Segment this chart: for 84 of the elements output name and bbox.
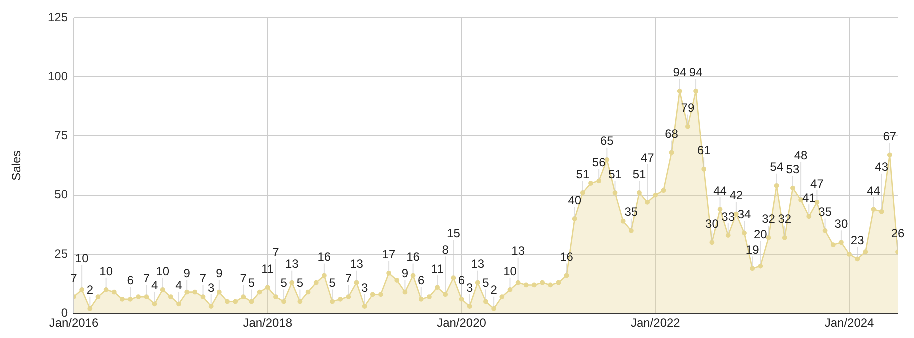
y-tick-label: 125 (48, 10, 68, 24)
x-tick-label: Jan/2024 (824, 316, 875, 330)
data-label: 9 (184, 266, 191, 281)
data-label: 35 (818, 205, 832, 220)
data-label: 15 (447, 226, 461, 240)
y-tick-label: 100 (48, 69, 68, 84)
data-label: 4 (151, 278, 158, 292)
data-label: 6 (127, 274, 134, 288)
data-label: 16 (406, 250, 420, 264)
data-label: 68 (665, 127, 679, 142)
y-tick-label: 50 (54, 188, 68, 202)
data-label: 35 (624, 205, 638, 220)
x-tick-label: Jan/2022 (630, 316, 681, 330)
data-label: 10 (504, 264, 518, 278)
data-label: 10 (75, 251, 90, 266)
data-label: 30 (834, 216, 848, 231)
data-label: 20 (754, 228, 768, 242)
data-label: 26 (891, 226, 905, 240)
data-label: 23 (850, 234, 865, 248)
data-label: 5 (296, 276, 304, 290)
data-label: 11 (262, 262, 274, 276)
data-label: 19 (746, 242, 760, 257)
data-label: 17 (382, 248, 396, 262)
data-label: 79 (681, 101, 695, 116)
y-tick-label: 25 (54, 246, 68, 261)
data-label: 51 (608, 167, 622, 182)
data-label: 9 (402, 266, 409, 281)
data-label: 51 (632, 167, 646, 182)
x-tick-label: Jan/2018 (243, 316, 293, 330)
data-label: 16 (560, 250, 574, 264)
data-label: 47 (640, 150, 655, 165)
data-label: 16 (318, 250, 332, 264)
data-label: 44 (867, 184, 881, 198)
data-label: 13 (512, 244, 526, 258)
data-label: 51 (576, 167, 590, 182)
data-label: 56 (592, 155, 606, 170)
data-label: 13 (471, 257, 485, 272)
data-label: 94 (689, 66, 704, 80)
data-label: 48 (794, 148, 808, 162)
data-label: 4 (176, 278, 183, 292)
data-label: 43 (875, 160, 889, 174)
data-label: 44 (714, 184, 728, 198)
data-label: 7 (272, 245, 280, 260)
data-label: 34 (738, 208, 752, 222)
data-label: 7 (70, 271, 78, 286)
data-label: 5 (482, 276, 490, 290)
data-label: 6 (458, 274, 466, 288)
data-label: 5 (248, 276, 256, 290)
data-label: 5 (280, 276, 288, 290)
data-label: 2 (490, 283, 498, 298)
data-label: 7 (143, 271, 150, 286)
data-label: 7 (345, 271, 352, 286)
data-label: 41 (802, 190, 816, 205)
data-label: 13 (350, 257, 364, 272)
data-label: 40 (568, 193, 582, 208)
data-label: 47 (810, 176, 824, 191)
data-label: 53 (786, 162, 800, 177)
data-label: 65 (600, 134, 614, 148)
y-tick-label: 75 (54, 128, 68, 143)
data-label: 7 (200, 271, 207, 286)
data-label: 30 (706, 216, 720, 231)
data-label: 3 (208, 280, 215, 295)
data-label: 32 (778, 212, 792, 226)
data-label: 3 (466, 280, 474, 295)
data-label: 5 (329, 276, 336, 290)
y-axis-title: Sales (10, 150, 24, 181)
data-label: 32 (762, 212, 776, 226)
data-label: 61 (697, 144, 712, 158)
data-label: 8 (442, 242, 450, 257)
data-label: 6 (418, 274, 426, 288)
x-tick-label: Jan/2020 (437, 316, 487, 330)
data-label: 11 (431, 262, 444, 276)
data-label: 94 (673, 66, 687, 80)
data-label: 67 (883, 129, 897, 144)
data-label: 10 (156, 264, 170, 278)
data-label: 54 (770, 160, 784, 174)
data-label: 33 (722, 210, 736, 224)
data-label: 7 (240, 271, 248, 286)
data-label: 2 (86, 283, 94, 298)
data-label: 10 (100, 264, 114, 278)
data-label: 42 (730, 188, 744, 203)
data-label: 13 (285, 257, 300, 272)
data-label: 3 (361, 280, 368, 295)
data-label: 9 (216, 266, 224, 281)
